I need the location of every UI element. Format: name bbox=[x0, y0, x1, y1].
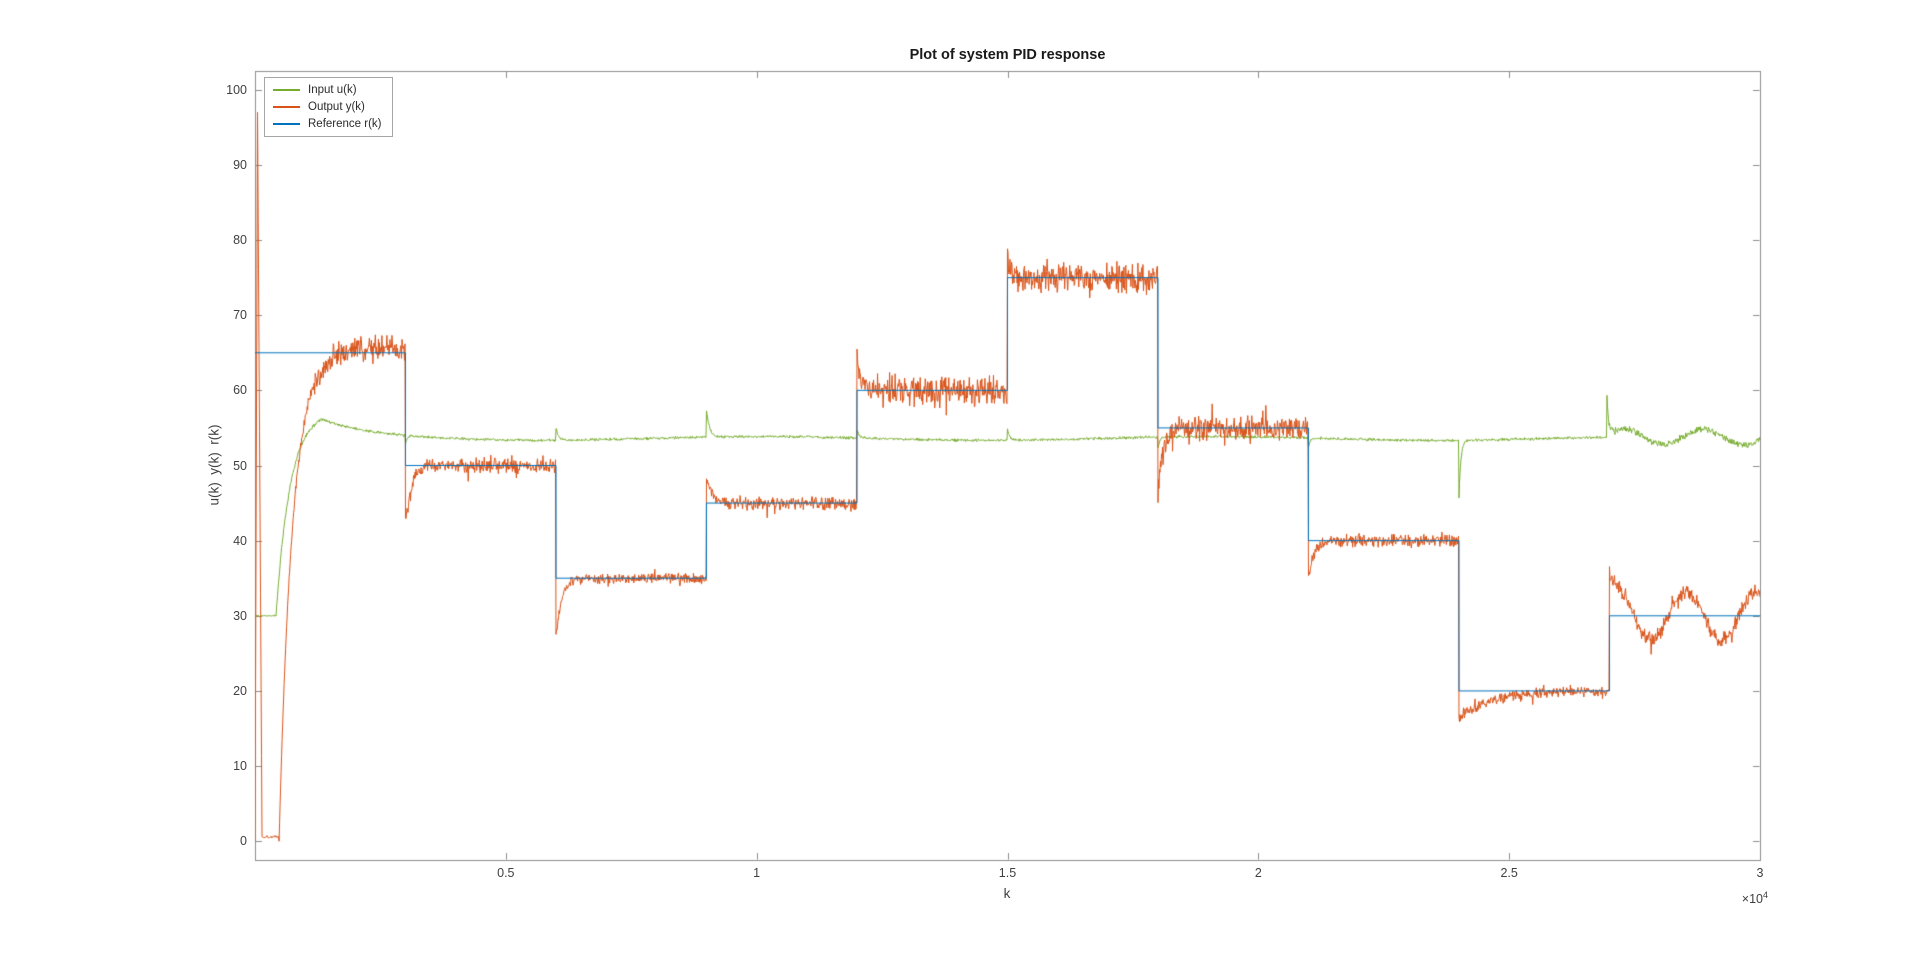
x-axis-multiplier: ×104 bbox=[1742, 890, 1768, 906]
y-tick-label: 80 bbox=[233, 233, 247, 248]
y-tick-label: 70 bbox=[233, 308, 247, 323]
x-axis-multiplier-base: ×10 bbox=[1741, 892, 1763, 907]
y-tick-label: 10 bbox=[233, 759, 247, 774]
x-tick-label: 1 bbox=[753, 866, 761, 880]
x-axis-label: k bbox=[1003, 886, 1011, 901]
y-tick-label: 50 bbox=[233, 458, 247, 473]
x-tick-label: 3 bbox=[1756, 866, 1764, 880]
legend-line-input-icon bbox=[273, 89, 300, 91]
y-tick-label: 100 bbox=[226, 82, 247, 97]
chart-title: Plot of system PID response bbox=[909, 47, 1106, 63]
y-tick-labels: 0 10 20 30 40 50 60 70 80 90 100 bbox=[0, 0, 250, 963]
legend-label-input: Input u(k) bbox=[308, 84, 357, 96]
legend-label-output: Output y(k) bbox=[308, 101, 365, 113]
x-axis-multiplier-exponent: 4 bbox=[1762, 890, 1768, 900]
x-tick-labels: 0.5 1 1.5 2 2.5 3 bbox=[0, 866, 1920, 886]
x-tick-label: 1.5 bbox=[998, 866, 1017, 880]
y-tick-label: 30 bbox=[233, 608, 247, 623]
y-tick-label: 40 bbox=[233, 533, 247, 548]
legend: Input u(k) Output y(k) Reference r(k) bbox=[264, 77, 393, 137]
y-tick-label: 60 bbox=[233, 383, 247, 398]
y-tick-label: 0 bbox=[240, 834, 247, 849]
y-tick-label: 90 bbox=[233, 157, 247, 172]
legend-entry-output: Output y(k) bbox=[273, 101, 382, 113]
y-tick-label: 20 bbox=[233, 683, 247, 698]
legend-entry-reference: Reference r(k) bbox=[273, 118, 382, 130]
legend-label-reference: Reference r(k) bbox=[308, 118, 382, 130]
legend-entry-input: Input u(k) bbox=[273, 84, 382, 96]
x-tick-label: 2 bbox=[1254, 866, 1262, 880]
x-tick-label: 0.5 bbox=[497, 866, 515, 880]
x-tick-label: 2.5 bbox=[1500, 866, 1518, 880]
legend-line-reference-icon bbox=[273, 123, 300, 125]
legend-line-output-icon bbox=[273, 106, 300, 108]
